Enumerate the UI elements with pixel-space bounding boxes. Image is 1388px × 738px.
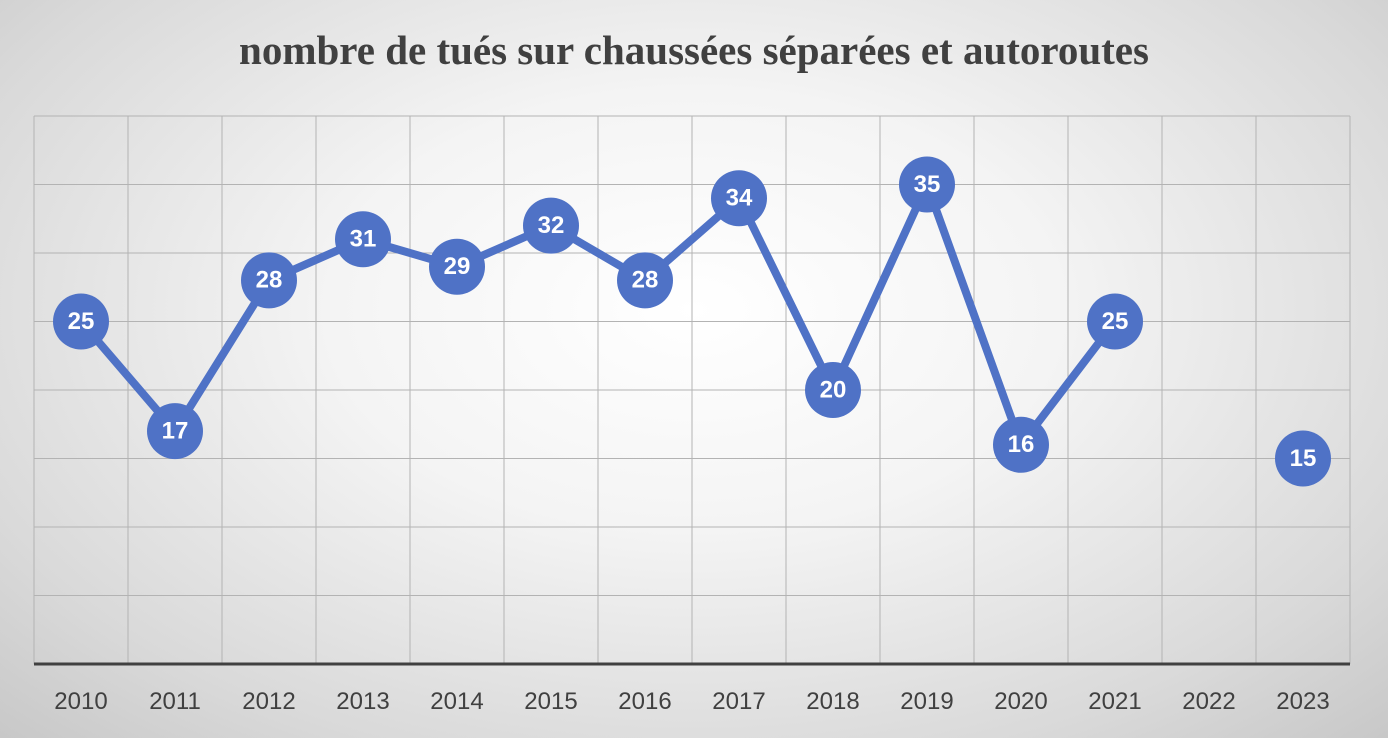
data-point-2011: 17 bbox=[147, 403, 203, 460]
data-label: 28 bbox=[256, 267, 283, 294]
x-tick-label: 2016 bbox=[618, 688, 671, 715]
data-point-2023: 15 bbox=[1275, 430, 1331, 487]
data-label: 32 bbox=[538, 212, 565, 239]
data-label: 35 bbox=[914, 171, 941, 198]
grid bbox=[33, 115, 1351, 664]
x-tick-label: 2021 bbox=[1088, 688, 1141, 715]
data-marker bbox=[523, 197, 579, 254]
data-marker bbox=[429, 238, 485, 295]
markers: 25 17 28 31 29 32 28 34 20 35 16 25 15 bbox=[53, 156, 1331, 487]
data-point-2018: 20 bbox=[805, 362, 861, 418]
data-point-2016: 28 bbox=[617, 252, 673, 309]
data-point-2017: 34 bbox=[711, 170, 767, 227]
data-point-2015: 32 bbox=[523, 197, 579, 254]
data-marker bbox=[711, 170, 767, 227]
data-marker bbox=[53, 293, 109, 350]
data-label: 34 bbox=[726, 185, 753, 212]
data-marker bbox=[899, 156, 955, 213]
data-point-2021: 25 bbox=[1087, 293, 1143, 350]
data-marker bbox=[147, 403, 203, 460]
x-tick-labels: 2010 2011 2012 2013 2014 2015 2016 2017 2018 2019… bbox=[54, 688, 1329, 715]
data-label: 15 bbox=[1290, 445, 1317, 472]
data-marker bbox=[335, 211, 391, 268]
x-tick-label: 2022 bbox=[1182, 688, 1235, 715]
data-label: 29 bbox=[444, 253, 471, 280]
data-point-2020: 16 bbox=[993, 416, 1049, 473]
x-tick-label: 2012 bbox=[242, 688, 295, 715]
data-point-2014: 29 bbox=[429, 238, 485, 295]
data-marker bbox=[993, 416, 1049, 473]
data-marker bbox=[1275, 430, 1331, 487]
data-label: 25 bbox=[1102, 308, 1129, 335]
data-marker bbox=[617, 252, 673, 309]
data-label: 20 bbox=[820, 376, 847, 403]
data-point-2012: 28 bbox=[241, 252, 297, 309]
x-tick-label: 2013 bbox=[336, 688, 389, 715]
data-label: 31 bbox=[350, 226, 377, 253]
series bbox=[77, 173, 1119, 454]
chart-title: nombre de tués sur chaussées séparées et… bbox=[239, 27, 1149, 73]
data-label: 16 bbox=[1008, 431, 1035, 458]
x-tick-label: 2017 bbox=[712, 688, 765, 715]
series-line bbox=[77, 173, 1119, 454]
x-tick-label: 2014 bbox=[430, 688, 483, 715]
x-tick-label: 2018 bbox=[806, 688, 859, 715]
data-marker bbox=[241, 252, 297, 309]
x-tick-label: 2011 bbox=[149, 688, 201, 715]
x-tick-label: 2020 bbox=[994, 688, 1047, 715]
x-tick-label: 2010 bbox=[54, 688, 107, 715]
data-marker bbox=[1087, 293, 1143, 350]
data-point-2019: 35 bbox=[899, 156, 955, 213]
data-label: 28 bbox=[632, 267, 659, 294]
data-label: 17 bbox=[162, 417, 189, 444]
data-marker bbox=[805, 362, 861, 418]
data-label: 25 bbox=[68, 308, 95, 335]
data-point-2010: 25 bbox=[53, 293, 109, 350]
data-point-2013: 31 bbox=[335, 211, 391, 268]
x-tick-label: 2023 bbox=[1276, 688, 1329, 715]
x-tick-label: 2015 bbox=[524, 688, 577, 715]
x-tick-label: 2019 bbox=[900, 688, 953, 715]
